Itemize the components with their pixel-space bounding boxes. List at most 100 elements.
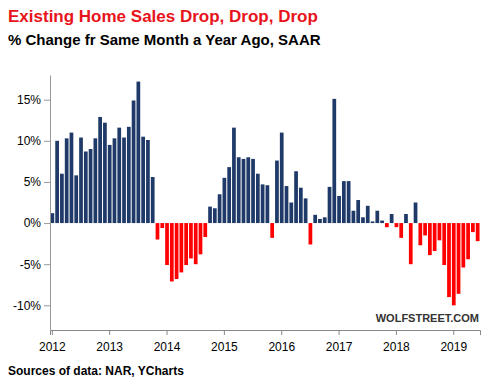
bar	[299, 188, 303, 223]
y-tick-label: -5%	[20, 258, 42, 272]
bar	[165, 223, 169, 265]
title: Existing Home Sales Drop, Drop, Drop	[8, 7, 318, 26]
bar	[50, 213, 54, 223]
bar	[375, 211, 379, 223]
x-tick-mark	[339, 330, 340, 335]
bar	[60, 174, 64, 223]
bar	[213, 208, 217, 223]
bar	[347, 181, 351, 223]
x-tick: 2018	[383, 330, 410, 354]
bar	[404, 214, 408, 223]
bar	[342, 181, 346, 223]
bar	[117, 128, 121, 223]
x-tick: 2012	[39, 330, 66, 354]
bar	[261, 184, 265, 223]
bar	[93, 138, 97, 223]
y-axis-line	[50, 76, 51, 331]
bar	[380, 221, 384, 223]
y-tick-label: 15%	[17, 93, 41, 107]
x-tick-mark	[281, 330, 282, 335]
bar	[328, 187, 332, 223]
y-tick-label: 10%	[17, 134, 41, 148]
bar	[65, 138, 69, 223]
chart: Existing Home Sales Drop, Drop, Drop% Ch…	[0, 0, 485, 381]
bar	[122, 138, 126, 224]
y-tick: 0%	[24, 216, 50, 230]
bar	[270, 223, 274, 238]
bar	[84, 152, 88, 224]
bar	[461, 223, 465, 267]
bar	[466, 223, 470, 259]
bar	[237, 157, 241, 223]
bar	[452, 223, 456, 305]
bar	[203, 223, 207, 237]
x-tick-label: 2019	[440, 340, 467, 354]
bar	[189, 223, 193, 258]
bar	[184, 223, 188, 265]
x-tick-label: 2015	[211, 340, 238, 354]
y-tick-label: 5%	[24, 175, 42, 189]
bar	[227, 167, 231, 223]
x-tick-label: 2018	[383, 340, 410, 354]
y-tick: 5%	[24, 175, 50, 189]
bar	[160, 223, 164, 228]
plot: -10%-5%0%5%10%15%20122013201420152016201…	[13, 76, 481, 355]
bar	[141, 137, 145, 223]
bar	[332, 99, 336, 223]
bar	[414, 203, 418, 224]
bar	[356, 200, 360, 223]
bar	[395, 223, 399, 227]
bar	[476, 223, 480, 241]
y-tick: -5%	[20, 258, 50, 272]
x-tick: 2017	[326, 330, 353, 354]
x-tick: 2016	[268, 330, 295, 354]
x-tick-mark	[167, 330, 168, 335]
y-tick: -10%	[13, 299, 50, 313]
x-axis-line	[51, 331, 481, 336]
bar	[113, 138, 117, 223]
bar	[385, 223, 389, 227]
x-tick-mark	[52, 330, 53, 335]
y-axis: -10% -5% 0% 5% 10% 15%	[13, 76, 51, 331]
bar	[309, 223, 313, 244]
bar	[170, 223, 174, 281]
bar	[242, 159, 246, 223]
bar	[418, 223, 422, 245]
bar	[208, 207, 212, 223]
bar	[132, 101, 136, 224]
bar	[318, 219, 322, 223]
y-tick-mark	[44, 264, 50, 265]
x-tick-label: 2017	[326, 340, 353, 354]
x-tick: 2013	[96, 330, 123, 354]
bar	[323, 217, 327, 223]
x-tick: 2014	[154, 330, 181, 354]
bar	[232, 128, 236, 223]
x-tick-mark	[453, 330, 454, 335]
bar	[79, 138, 83, 224]
y-tick-mark	[44, 100, 50, 101]
bar	[156, 223, 160, 239]
y-tick: 10%	[17, 134, 50, 148]
x-tick-label: 2014	[154, 340, 181, 354]
bar	[199, 223, 203, 254]
x-tick-mark	[109, 330, 110, 335]
bar	[457, 223, 461, 294]
y-tick-label: 0%	[24, 216, 42, 230]
bar	[70, 133, 74, 223]
watermark: WOLFSTREET.COM	[376, 312, 479, 324]
bar	[390, 214, 394, 223]
x-tick-label: 2013	[96, 340, 123, 354]
bar	[246, 157, 250, 223]
bar	[304, 198, 308, 223]
x-tick: 2015	[211, 330, 238, 354]
x-tick-label: 2012	[39, 340, 66, 354]
bar	[103, 123, 107, 223]
bar	[438, 223, 442, 240]
bar	[428, 223, 432, 255]
x-tick-label: 2016	[268, 340, 295, 354]
bar	[180, 223, 184, 272]
bar	[447, 223, 451, 297]
x-axis: 2012 2013 2014 2015 2016 2017 2018 2019	[39, 330, 481, 354]
bar	[313, 215, 317, 223]
bar	[423, 223, 427, 235]
